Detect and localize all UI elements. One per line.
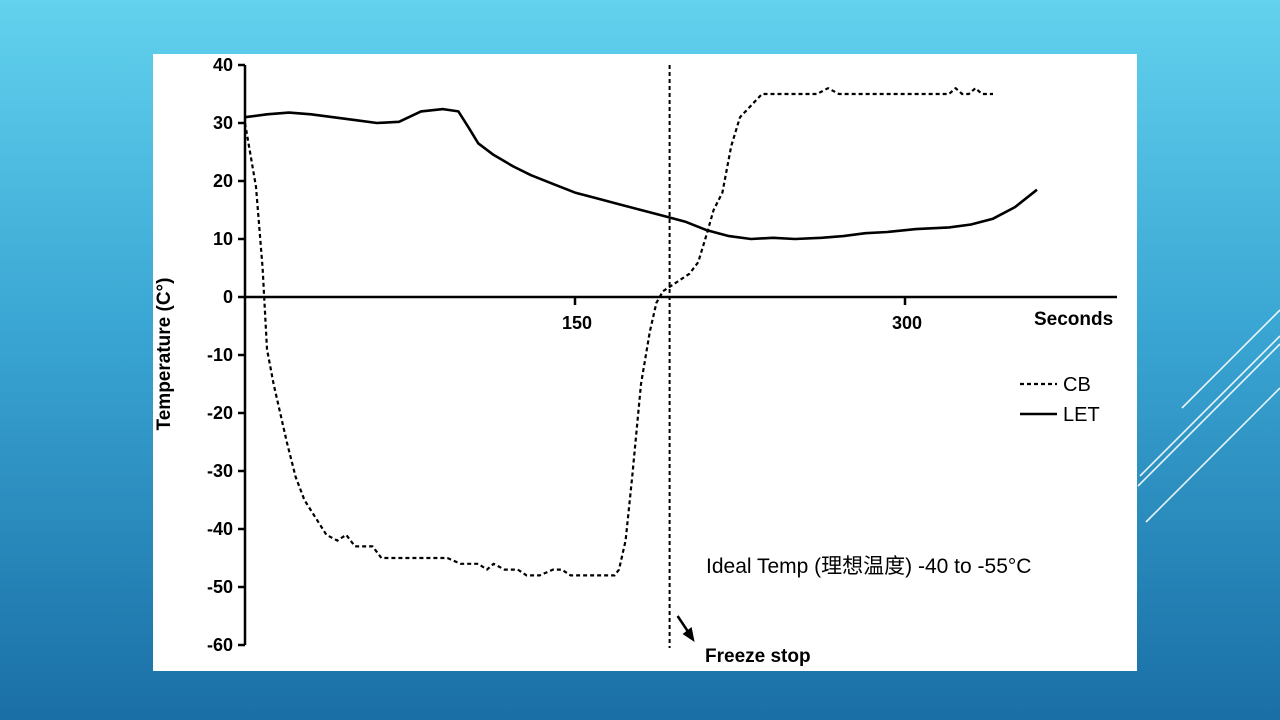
legend: CB LET: [1020, 374, 1100, 426]
freeze-stop-label: Freeze stop: [705, 646, 811, 667]
y-tick-label: -30: [207, 461, 233, 481]
series-layer: [243, 87, 1038, 577]
y-tick-label: 0: [223, 287, 233, 307]
x-axis-title: Seconds: [1034, 309, 1113, 330]
legend-label-let: LET: [1063, 404, 1100, 426]
y-tick-label: 30: [213, 113, 233, 133]
annotation-layer: [668, 65, 695, 648]
y-tick-label: 20: [213, 171, 233, 191]
decorative-diagonal-lines: [1137, 309, 1280, 523]
y-tick-label: 40: [213, 55, 233, 75]
y-tick-label: -60: [207, 635, 233, 655]
freeze-stop-arrow-head: [682, 627, 695, 642]
y-tick-label: 10: [213, 229, 233, 249]
series-line-let: [244, 107, 1038, 241]
y-tick-label: -20: [207, 403, 233, 423]
temperature-chart: 40 30 20 10 0 -10 -20 -30 -40 -50 -60 150 300 Second…: [154, 55, 1117, 667]
x-tick-label: 150: [562, 313, 592, 333]
y-axis-title: Temperature (C°): [154, 278, 175, 431]
ideal-temp-note: Ideal Temp (理想温度) -40 to -55°C: [706, 555, 1031, 578]
axes: 40 30 20 10 0 -10 -20 -30 -40 -50 -60 150 300: [207, 55, 1117, 655]
y-tick-label: -40: [207, 519, 233, 539]
y-tick-label: -10: [207, 345, 233, 365]
legend-label-cb: CB: [1063, 374, 1091, 396]
chart-panel: 40 30 20 10 0 -10 -20 -30 -40 -50 -60 150 300 Second…: [153, 54, 1137, 671]
series-line-cb: [243, 87, 993, 577]
y-tick-label: -50: [207, 577, 233, 597]
x-tick-label: 300: [892, 313, 922, 333]
